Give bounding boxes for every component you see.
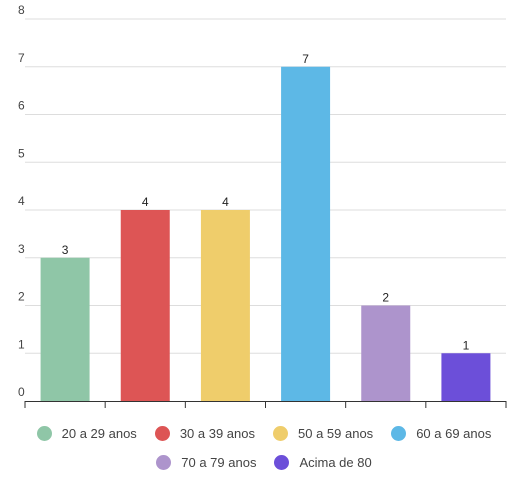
legend-row-1: 20 a 29 anos 30 a 39 anos 50 a 59 anos 6… — [0, 426, 528, 441]
data-label: 3 — [62, 243, 69, 257]
legend-label: 70 a 79 anos — [181, 455, 257, 470]
legend-label: 50 a 59 anos — [298, 426, 374, 441]
bar — [361, 305, 411, 401]
y-tick-label: 3 — [18, 242, 25, 256]
legend-swatch — [273, 426, 288, 441]
data-label: 4 — [142, 195, 149, 209]
legend-item: Acima de 80 — [274, 455, 372, 470]
legend-item: 70 a 79 anos — [156, 455, 256, 470]
data-label: 2 — [382, 291, 389, 305]
data-label: 7 — [302, 52, 309, 66]
legend-label: Acima de 80 — [299, 455, 372, 470]
data-label: 4 — [222, 195, 229, 209]
legend-swatch — [274, 455, 290, 470]
legend-item: 60 a 69 anos — [391, 426, 491, 441]
legend-swatch — [156, 455, 172, 470]
y-tick-label: 4 — [18, 194, 25, 208]
bar — [281, 66, 331, 401]
bar — [120, 210, 170, 401]
legend-item: 50 a 59 anos — [273, 426, 373, 441]
y-tick-label: 7 — [18, 51, 25, 65]
y-tick-label: 5 — [18, 146, 25, 160]
legend-label: 60 a 69 anos — [416, 426, 492, 441]
data-label: 1 — [463, 338, 470, 352]
legend-item: 20 a 29 anos — [36, 426, 137, 441]
legend-row-2: 70 a 79 anos Acima de 80 — [0, 455, 528, 470]
bar — [200, 210, 250, 401]
legend-swatch — [391, 426, 407, 441]
bar — [40, 257, 90, 401]
legend: 20 a 29 anos 30 a 39 anos 50 a 59 anos 6… — [0, 426, 528, 484]
bar-chart: 0 1 2 3 4 5 6 7 8 3 4 4 7 2 1 — [18, 3, 507, 408]
y-tick-label: 2 — [18, 290, 25, 304]
legend-item: 30 a 39 anos — [154, 426, 255, 441]
legend-swatch — [36, 426, 52, 441]
y-tick-label: 0 — [18, 385, 25, 399]
legend-label: 30 a 39 anos — [179, 426, 255, 441]
y-tick-label: 1 — [18, 337, 25, 351]
legend-label: 20 a 29 anos — [61, 426, 137, 441]
y-tick-label: 6 — [18, 99, 25, 113]
legend-swatch — [154, 426, 170, 441]
y-tick-label: 8 — [18, 3, 25, 17]
bar — [441, 353, 491, 401]
